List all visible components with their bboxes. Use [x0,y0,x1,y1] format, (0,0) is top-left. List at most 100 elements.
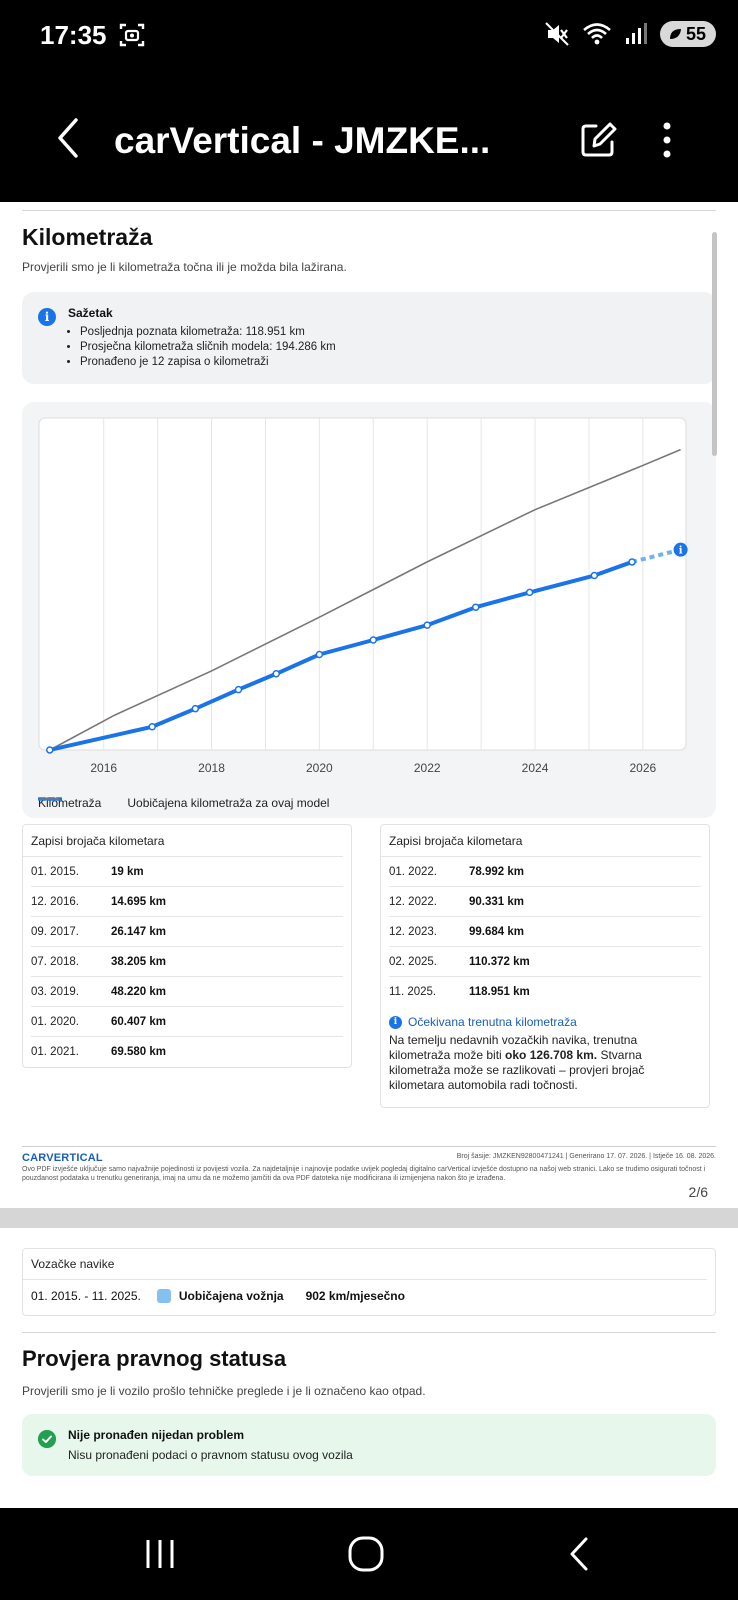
divider [22,210,716,211]
back-icon[interactable] [558,1536,602,1572]
table-row: 12. 2022. 90.331 km [389,887,701,917]
projected-mileage-info-point [673,542,688,557]
summary-title: Sažetak [68,306,113,320]
leaf-icon [669,29,681,39]
table-row: 02. 2025. 110.372 km [389,947,701,977]
expected-text-part: Stvarna kilometraža može se razlikovati … [389,1048,645,1092]
record-date: 07. 2018. [31,955,79,968]
table-row: 12. 2023. 99.684 km [389,917,701,947]
record-km: 38.205 km [111,955,166,968]
record-date: 11. 2025. [389,986,437,998]
record-date: 12. 2022. [389,895,437,908]
habits-color-swatch [156,1289,171,1303]
mileage-subtitle: Provjerili smo je li kilometraža točna i… [22,260,347,274]
record-km: 69.580 km [111,1046,166,1058]
record-km: 48.220 km [111,985,166,998]
legal-subtitle: Provjerili smo je li vozilo prošlo tehni… [22,1384,426,1398]
mileage-point [191,704,200,713]
summary-list: Posljednja poznata kilometraža: 118.951 … [80,325,336,370]
records-rows: 01. 2022. 78.992 km 12. 2022. 90.331 km 12. … [381,857,709,1007]
records-table-left: Zapisi brojača kilometara 01. 2015. 19 km… [22,824,352,1068]
x-tick-label: 2016 [90,761,117,775]
records-rows: 01. 2015. 19 km 12. 2016. 14.695 km 09. 2017… [23,857,351,1067]
mileage-point [471,603,480,611]
info-icon: i [389,1015,402,1029]
mileage-point [590,571,599,580]
status-bar: 17:35 55 [0,0,738,72]
status-time: 17:35 [40,20,107,50]
table-row: 01. 2022. 78.992 km [389,857,701,887]
table-row: 01. 2015. 19 km [31,857,343,887]
records-table-right: Zapisi brojača kilometara 01. 2022. 78.99… [380,824,710,1108]
app-bar: carVertical - JMZKE... [0,72,738,202]
check-circle-icon [38,1430,56,1448]
legal-ok-title: Nije pronađen nijedan problem [68,1428,245,1442]
mileage-point [369,636,378,644]
mileage-chart: 2016 2018 2020 2022 2024 2026 i Kilometraža Uo… [22,402,716,818]
mileage-point [272,670,280,678]
legend-typical: Uobičajena kilometraža za ovaj model [39,796,330,810]
record-km: 60.407 km [111,1015,166,1028]
scrollbar[interactable] [712,232,717,456]
navigation-bar [0,1508,738,1600]
footer-divider [22,1146,716,1147]
more-options-icon[interactable] [652,118,682,162]
divider [22,1332,716,1333]
signal-icon [625,23,647,44]
habits-type: Uobičajena vožnja [178,1289,284,1303]
recent-apps-icon[interactable] [138,1536,182,1572]
mileage-point [46,746,54,754]
table-row: 01. 2021. 69.580 km [31,1037,343,1067]
x-tick-label: 2020 [306,761,333,775]
records-header: Zapisi brojača kilometara [381,825,701,857]
x-tick-label: 2022 [414,761,441,775]
record-km: 110.372 km [469,955,530,968]
info-icon: i [38,308,56,326]
app-title: carVertical - JMZKE... [114,120,491,161]
habits-value: 902 km/mjesečno [305,1289,405,1303]
table-row: 12. 2016. 14.695 km [31,887,343,917]
wifi-icon [583,23,611,45]
summary-item: Pronađeno je 12 zapisa o kilometraži [80,355,336,370]
table-row: 07. 2018. 38.205 km [31,947,343,977]
plot-area [38,417,687,751]
edit-icon[interactable] [578,120,618,160]
mileage-point [628,558,636,566]
summary-item: Posljednja poznata kilometraža: 118.951 … [80,325,336,340]
carvertical-logo: CARVERTICAL [22,1152,103,1164]
expected-title: Očekivana trenutna kilometraža [408,1015,577,1029]
driving-habits-table: Vozačke navike 01. 2015. - 11. 2025. Uob… [22,1248,716,1316]
expected-text: Na temelju nedavnih vozačkih navika, tre… [389,1033,701,1093]
record-km: 19 km [111,865,144,878]
table-row: 09. 2017. 26.147 km [31,917,343,947]
summary-item: Prosječna kilometraža sličnih modela: 19… [80,340,336,355]
legend-line-icon [39,798,59,800]
battery-level: 55 [685,23,706,44]
back-arrow-icon[interactable] [50,116,86,160]
habits-period: 01. 2015. - 11. 2025. [31,1289,141,1303]
legal-title: Provjera pravnog statusa [22,1346,287,1371]
mileage-point [525,588,534,597]
page-number: 2/6 [688,1184,708,1200]
record-date: 03. 2019. [31,985,79,998]
legal-status-box: Nije pronađen nijedan problem Nisu prona… [22,1414,716,1476]
table-row: 11. 2025. 118.951 km [389,977,701,1007]
record-date: 09. 2017. [31,925,79,938]
x-tick-label: 2024 [522,761,549,775]
records-header: Zapisi brojača kilometara [23,825,343,857]
mileage-point [234,685,243,694]
typical-mileage-line [49,448,681,751]
legend-label: Uobičajena kilometraža za ovaj model [127,796,330,810]
record-date: 01. 2015. [31,865,79,878]
mileage-chart-svg: 2016 2018 2020 2022 2024 2026 i [38,417,688,775]
mileage-line [49,560,633,752]
home-icon[interactable] [344,1536,388,1572]
record-km: 78.992 km [469,865,524,878]
screenshot-icon [119,23,145,47]
battery-indicator: 55 [659,21,716,47]
record-km: 14.695 km [111,895,166,908]
expected-text-part: Na temelju nedavnih vozačkih navika, tre… [389,1033,638,1062]
expected-value: oko 126.708 km. [505,1048,598,1062]
document-content[interactable]: Kilometraža Provjerili smo je li kilomet… [0,202,738,1508]
habits-header: Vozačke navike [23,1249,707,1280]
